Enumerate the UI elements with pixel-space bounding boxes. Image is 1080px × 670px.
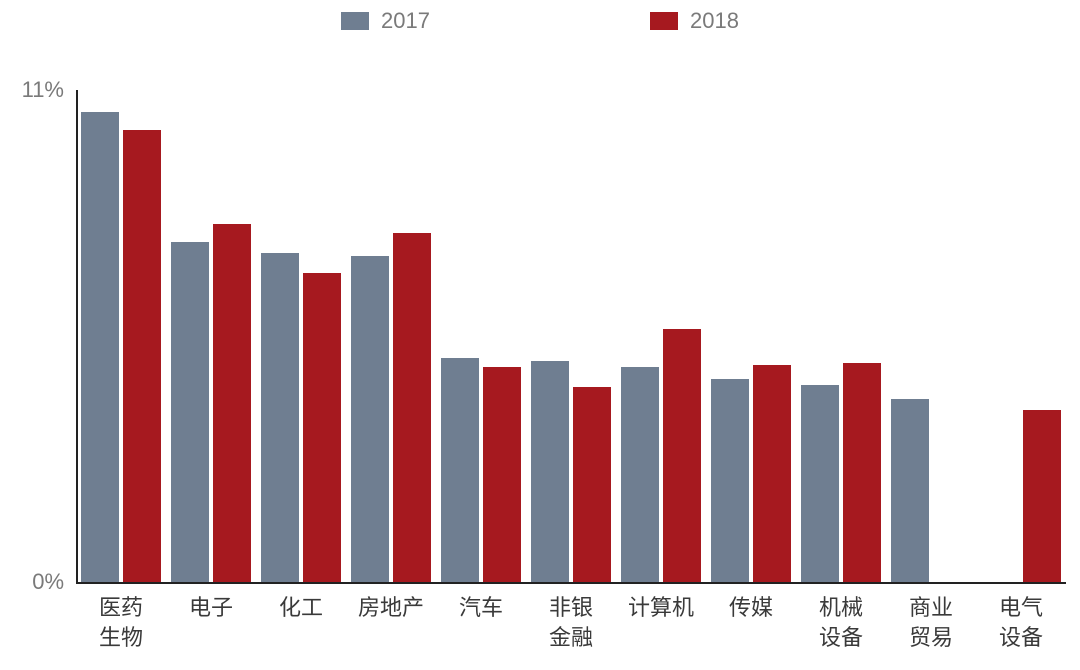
bar <box>441 358 479 582</box>
bar <box>531 361 569 582</box>
x-axis-line <box>76 582 1066 584</box>
x-tick-label: 机械 <box>796 590 886 622</box>
x-tick-label: 电气 <box>976 590 1066 622</box>
x-tick-label: 生物 <box>76 620 166 652</box>
y-tick-label: 0% <box>32 569 64 595</box>
legend-item: 2018 <box>650 8 739 34</box>
bar <box>663 329 701 582</box>
x-tick-label: 金融 <box>526 620 616 652</box>
legend-label: 2018 <box>690 8 739 34</box>
x-tick-label: 计算机 <box>616 590 706 622</box>
bar <box>393 233 431 582</box>
y-axis-line <box>76 90 78 582</box>
bar <box>483 367 521 582</box>
legend-swatch <box>341 12 369 30</box>
bar <box>171 242 209 582</box>
bar-chart: 201720180%11%医药生物电子化工房地产汽车非银金融计算机传媒机械设备商… <box>0 0 1080 670</box>
x-tick-label: 房地产 <box>346 590 436 622</box>
bar <box>81 112 119 582</box>
bar <box>303 273 341 582</box>
x-tick-label: 非银 <box>526 590 616 622</box>
x-tick-label: 化工 <box>256 590 346 622</box>
bar <box>753 365 791 582</box>
x-tick-label: 贸易 <box>886 620 976 652</box>
plot-area <box>76 90 1066 582</box>
legend: 2017 2018 <box>0 8 1080 34</box>
x-tick-label: 传媒 <box>706 590 796 622</box>
bar <box>573 387 611 582</box>
y-tick-label: 11% <box>22 77 64 103</box>
legend-label: 2017 <box>381 8 430 34</box>
bar <box>711 379 749 583</box>
bar <box>213 224 251 582</box>
bar <box>801 385 839 582</box>
x-tick-label: 医药 <box>76 590 166 622</box>
legend-item: 2017 <box>341 8 430 34</box>
bar <box>891 399 929 582</box>
legend-swatch <box>650 12 678 30</box>
x-tick-label: 设备 <box>796 620 886 652</box>
bar <box>123 130 161 582</box>
bar <box>1023 410 1061 582</box>
bar <box>843 363 881 582</box>
x-tick-label: 设备 <box>976 620 1066 652</box>
x-tick-label: 电子 <box>166 590 256 622</box>
bar <box>261 253 299 582</box>
bar <box>621 367 659 582</box>
x-tick-label: 汽车 <box>436 590 526 622</box>
bar <box>351 256 389 583</box>
x-tick-label: 商业 <box>886 590 976 622</box>
